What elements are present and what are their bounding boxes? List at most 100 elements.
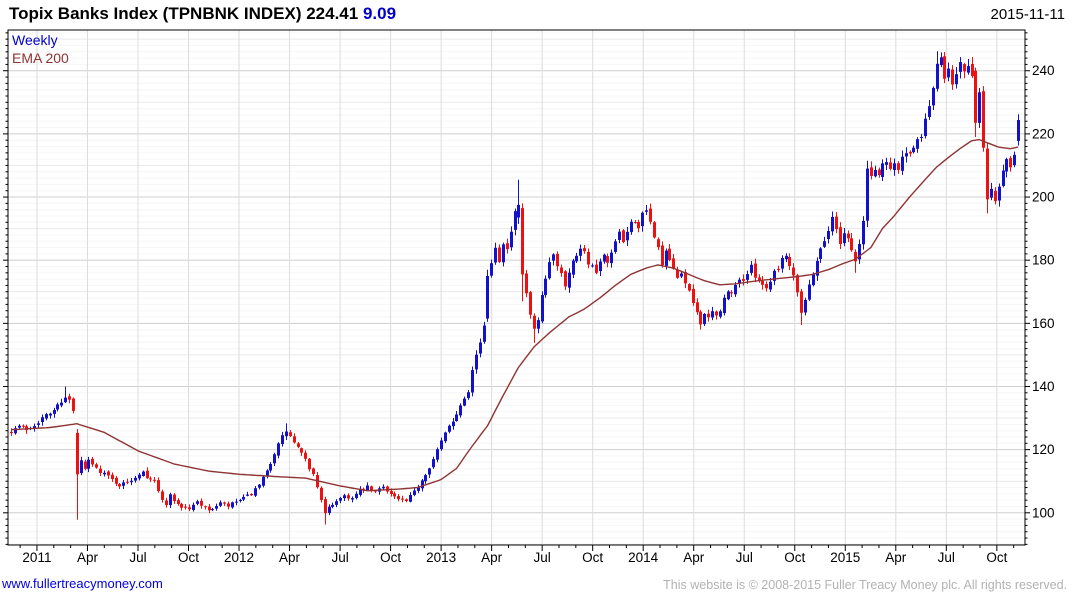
candle-up xyxy=(998,183,1001,207)
x-axis-label: Jul xyxy=(534,550,551,565)
candle-part xyxy=(634,221,637,223)
candle-up xyxy=(905,147,908,163)
candle-down xyxy=(765,281,768,292)
candle-part xyxy=(99,468,102,473)
candle-down xyxy=(529,290,532,319)
candle-part xyxy=(781,258,784,269)
candle-part xyxy=(134,477,137,481)
candle-down xyxy=(587,248,590,269)
candle-part xyxy=(618,231,621,240)
candle-up xyxy=(231,501,234,509)
candle-part xyxy=(653,222,656,238)
candle-down xyxy=(653,221,656,239)
candle-up xyxy=(355,491,358,500)
candle-part xyxy=(111,474,114,479)
candle-part xyxy=(471,370,474,393)
candle-part xyxy=(242,496,245,500)
candle-down xyxy=(161,489,164,503)
candle-part xyxy=(320,487,323,500)
candle-part xyxy=(417,487,420,491)
candle-part xyxy=(37,423,40,425)
candle-part xyxy=(269,464,272,471)
candle-part xyxy=(788,257,791,266)
candle-part xyxy=(514,211,517,230)
candle-part xyxy=(328,506,331,513)
candle-part xyxy=(262,476,265,486)
candle-up xyxy=(874,165,877,178)
candle-part xyxy=(889,162,892,169)
y-axis-label: 120 xyxy=(1032,442,1055,457)
candle-up xyxy=(382,484,385,490)
candle-up xyxy=(808,279,811,302)
candle-part xyxy=(998,186,1001,201)
candle-part xyxy=(951,69,954,85)
candle-down xyxy=(533,313,536,343)
candle-part xyxy=(916,139,919,149)
candle-part xyxy=(626,231,629,241)
candle-part xyxy=(169,494,172,506)
candle-part xyxy=(835,216,838,230)
candle-part xyxy=(211,509,214,511)
x-axis-label: Apr xyxy=(885,550,907,565)
candle-up xyxy=(169,492,172,509)
candle-part xyxy=(583,248,586,252)
candle-up xyxy=(947,62,950,82)
candle-down xyxy=(796,273,799,297)
candle-down xyxy=(707,309,710,322)
x-axis-label: Apr xyxy=(481,550,503,565)
candle-up xyxy=(60,398,63,408)
candle-part xyxy=(909,151,912,154)
candle-down xyxy=(165,497,168,508)
candle-up xyxy=(510,226,513,251)
candle-part xyxy=(324,499,327,514)
candle-up xyxy=(572,258,575,279)
candle-part xyxy=(351,498,354,500)
candle-up xyxy=(881,159,884,181)
candle-down xyxy=(986,142,989,214)
x-axis-label: Oct xyxy=(178,550,199,565)
candle-part xyxy=(498,247,501,262)
candle-part xyxy=(676,269,679,278)
candle-part xyxy=(661,245,664,266)
candle-up xyxy=(517,179,520,224)
candle-up xyxy=(134,475,137,483)
candle-part xyxy=(204,506,207,508)
candle-up xyxy=(703,313,706,326)
candle-part xyxy=(393,493,396,497)
candle-part xyxy=(281,435,284,444)
candle-part xyxy=(955,74,958,85)
y-axis-label: 160 xyxy=(1032,316,1055,331)
candle-part xyxy=(796,275,799,293)
candle-part xyxy=(688,284,691,291)
candle-down xyxy=(347,493,350,501)
candle-part xyxy=(227,503,230,507)
candle-down xyxy=(994,187,997,205)
candle-part xyxy=(645,210,648,212)
candle-down xyxy=(521,203,524,302)
candle-part xyxy=(390,491,393,494)
candle-part xyxy=(1005,159,1008,172)
candle-part xyxy=(177,500,180,504)
website-link[interactable]: www.fullertreacymoney.com xyxy=(2,576,163,591)
candle-part xyxy=(552,254,555,261)
candle-up xyxy=(56,402,59,412)
candle-part xyxy=(184,506,187,508)
candle-up xyxy=(138,472,141,481)
candle-up xyxy=(665,248,668,270)
candle-part xyxy=(703,313,706,325)
y-axis-label: 220 xyxy=(1032,126,1055,141)
candle-up xyxy=(823,236,826,248)
candle-up xyxy=(45,412,48,421)
candle-part xyxy=(479,342,482,354)
candle-part xyxy=(14,428,17,434)
candle-up xyxy=(64,386,67,403)
candle-down xyxy=(157,477,160,493)
candle-part xyxy=(107,471,110,476)
candle-up xyxy=(680,272,683,278)
y-axis-label: 100 xyxy=(1032,505,1055,520)
candle-down xyxy=(173,492,176,504)
candle-part xyxy=(568,272,571,288)
candle-part xyxy=(641,212,644,227)
candle-up xyxy=(479,338,482,358)
candle-up xyxy=(483,321,486,344)
